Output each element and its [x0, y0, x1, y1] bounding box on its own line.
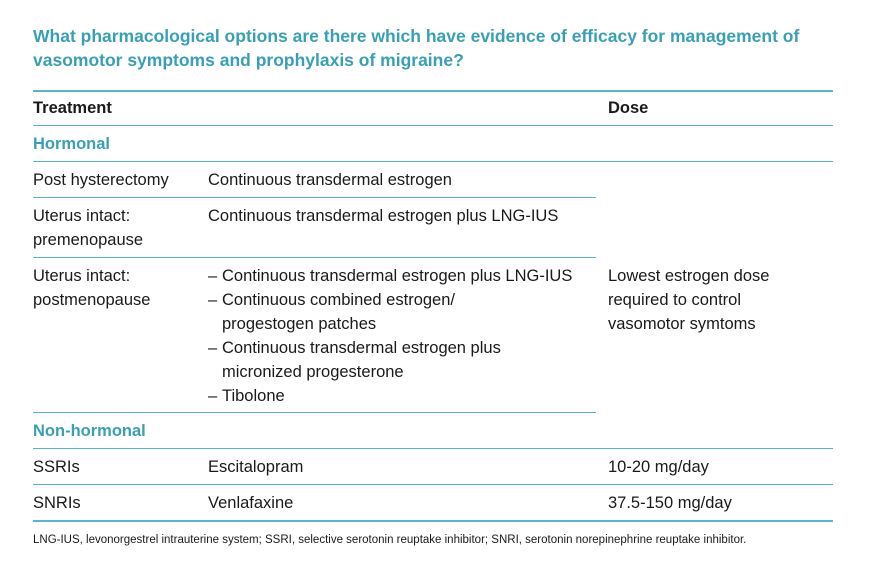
rule-postmenopause-bottom	[33, 412, 596, 413]
row-label-snris: SNRIs	[33, 494, 81, 512]
list-item: – Continuous transdermal estrogen plus L…	[208, 264, 598, 288]
rule-hormonal-bottom	[33, 161, 833, 162]
rule-table-bottom	[33, 520, 833, 522]
list-item: – Tibolone	[208, 384, 598, 408]
list-item: – Continuous transdermal estrogen plus m…	[208, 336, 598, 384]
table-title: What pharmacological options are there w…	[33, 26, 800, 70]
row-dose-snris: 37.5-150 mg/day	[608, 494, 732, 512]
dash-marker: –	[208, 291, 218, 309]
row-label-ssris: SSRIs	[33, 458, 80, 476]
list-item: – Continuous combined estrogen/ progesto…	[208, 288, 598, 336]
rule-nonhormonal-bottom	[33, 448, 596, 449]
rule-top	[33, 90, 833, 92]
section-non-hormonal: Non-hormonal	[33, 422, 146, 440]
row-label-postmenopause-line2: postmenopause	[33, 291, 151, 309]
row-label-premenopause-line2: premenopause	[33, 231, 144, 249]
row-label-post-hysterectomy: Post hysterectomy	[33, 171, 169, 189]
postmenopause-options-list: – Continuous transdermal estrogen plus L…	[208, 264, 598, 408]
row-treatment-ssris: Escitalopram	[208, 458, 304, 476]
rule-premenopause-bottom	[33, 257, 596, 258]
table-footnote: LNG-IUS, levonorgestrel intrauterine sys…	[33, 534, 747, 546]
section-hormonal: Hormonal	[33, 135, 111, 153]
dash-marker: –	[208, 267, 218, 285]
rule-header-bottom	[33, 125, 833, 126]
hormonal-dose-line2: required to control	[608, 291, 741, 309]
hormonal-dose-cell: Lowest estrogen dose required to control…	[608, 264, 769, 336]
hormonal-dose-line1: Lowest estrogen dose	[608, 267, 770, 285]
dash-marker: –	[208, 387, 218, 405]
row-treatment-post-hysterectomy: Continuous transdermal estrogen	[208, 171, 452, 189]
row-treatment-snris: Venlafaxine	[208, 494, 294, 512]
row-dose-ssris: 10-20 mg/day	[608, 458, 709, 476]
row-label-premenopause: Uterus intact: premenopause	[33, 204, 143, 252]
row-label-premenopause-line1: Uterus intact:	[33, 207, 131, 225]
row-label-postmenopause: Uterus intact: postmenopause	[33, 264, 150, 312]
row-label-postmenopause-line1: Uterus intact:	[33, 267, 131, 285]
column-header-dose: Dose	[608, 99, 649, 117]
rule-ssris-bottom	[33, 484, 833, 485]
row-treatment-premenopause: Continuous transdermal estrogen plus LNG…	[208, 207, 559, 225]
hormonal-dose-line3: vasomotor symtoms	[608, 315, 756, 333]
rule-ssris-top-dose	[596, 448, 833, 449]
rule-post-hysterectomy-bottom	[33, 197, 596, 198]
dash-marker: –	[208, 339, 218, 357]
column-header-treatment: Treatment	[33, 99, 112, 117]
